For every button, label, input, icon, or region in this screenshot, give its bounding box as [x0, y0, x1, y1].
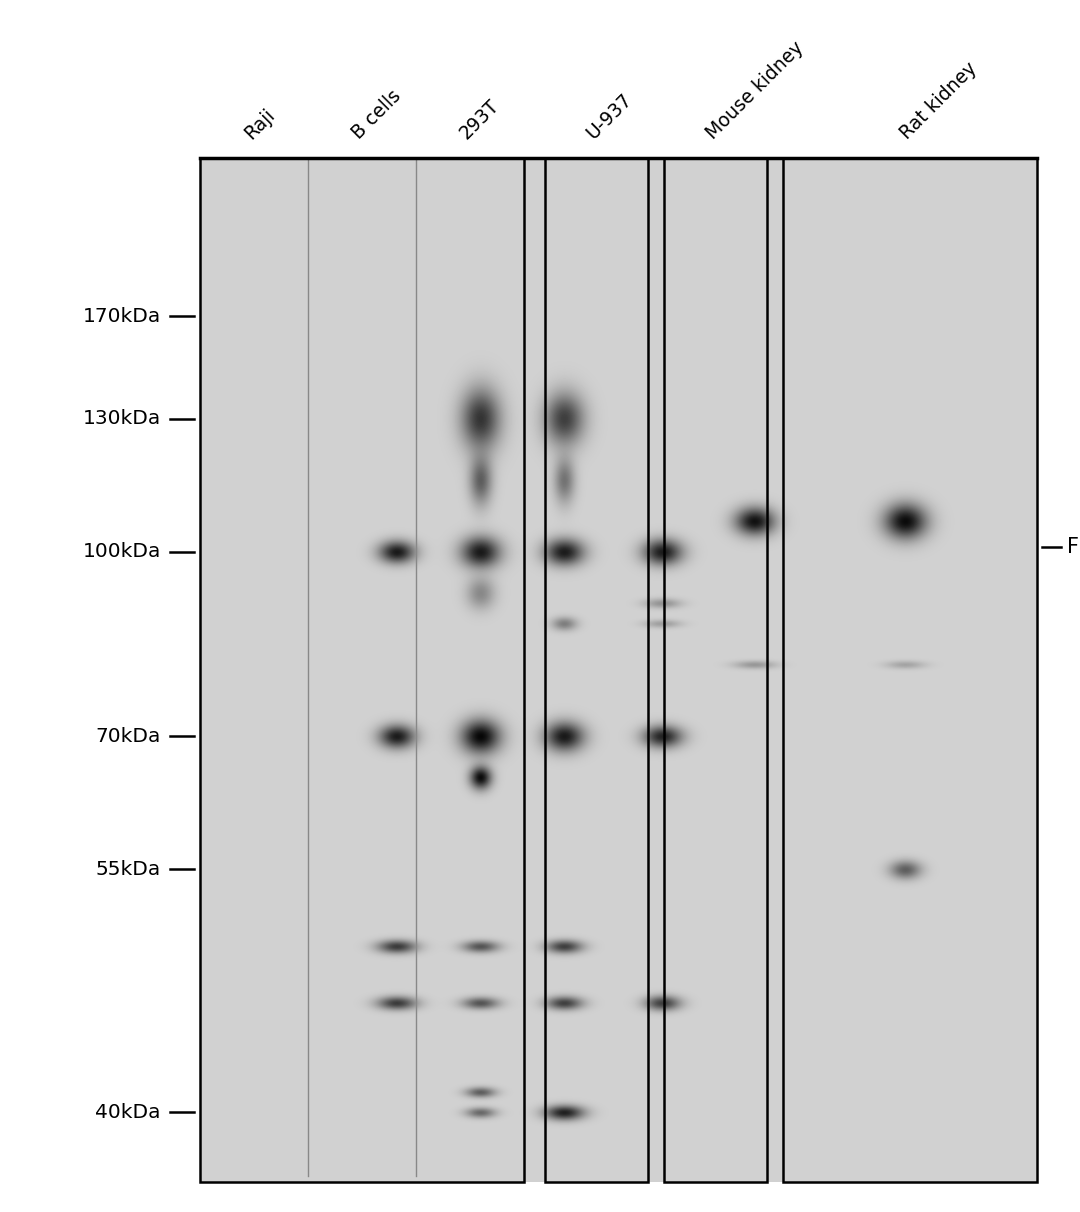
Text: Rat kidney: Rat kidney — [896, 58, 981, 143]
Bar — [545, 158, 648, 1182]
Text: 100kDa: 100kDa — [82, 542, 161, 561]
Text: Mouse kidney: Mouse kidney — [702, 38, 807, 143]
Text: 55kDa: 55kDa — [96, 859, 161, 879]
Bar — [200, 158, 524, 1182]
Text: 70kDa: 70kDa — [95, 727, 161, 745]
Bar — [664, 158, 767, 1182]
Text: Raji: Raji — [241, 105, 279, 143]
Bar — [783, 158, 1037, 1182]
Text: U-937: U-937 — [583, 90, 636, 143]
Text: 293T: 293T — [457, 96, 503, 143]
Text: FCRL3: FCRL3 — [1067, 537, 1080, 556]
Text: B cells: B cells — [349, 86, 405, 143]
Text: 40kDa: 40kDa — [95, 1103, 161, 1121]
Text: 130kDa: 130kDa — [83, 410, 161, 428]
Text: 170kDa: 170kDa — [83, 307, 161, 326]
